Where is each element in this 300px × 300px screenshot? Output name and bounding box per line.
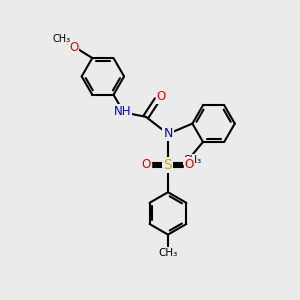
Text: CH₃: CH₃ [52, 34, 70, 44]
Text: CH₃: CH₃ [184, 154, 202, 165]
Text: O: O [185, 158, 194, 171]
Text: CH₃: CH₃ [158, 248, 178, 258]
Text: O: O [69, 41, 78, 54]
Text: S: S [164, 158, 172, 172]
Text: N: N [163, 128, 172, 140]
Text: NH: NH [114, 105, 131, 118]
Text: O: O [142, 158, 151, 171]
Text: O: O [157, 90, 166, 103]
